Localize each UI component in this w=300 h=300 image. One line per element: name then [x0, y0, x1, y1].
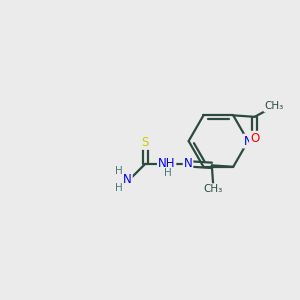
Text: CH₃: CH₃	[264, 101, 284, 111]
Text: H: H	[115, 183, 122, 193]
Text: N: N	[123, 173, 132, 186]
Text: S: S	[142, 136, 149, 149]
Text: H: H	[115, 166, 122, 176]
Text: H: H	[164, 168, 172, 178]
Text: N: N	[184, 158, 192, 170]
Text: NH: NH	[158, 158, 176, 170]
Text: N: N	[244, 135, 253, 148]
Text: CH₃: CH₃	[204, 184, 223, 194]
Text: O: O	[250, 132, 259, 145]
